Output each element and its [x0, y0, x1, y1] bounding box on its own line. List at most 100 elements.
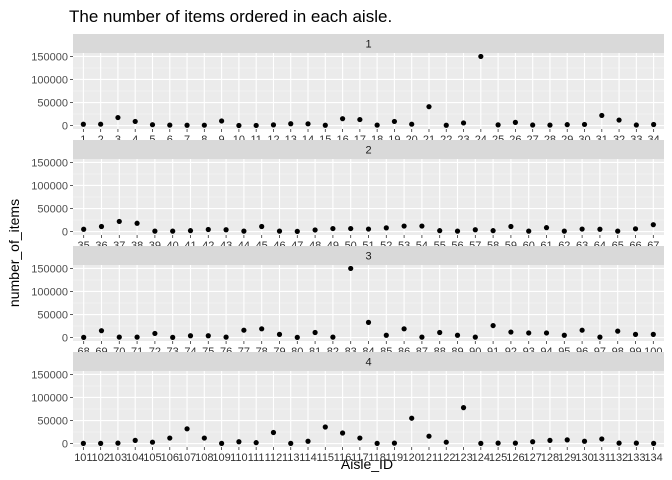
data-point — [454, 332, 461, 338]
y-axis-title: number_of_items — [6, 199, 22, 307]
data-point — [437, 329, 443, 336]
data-point — [581, 121, 588, 128]
x-tick-label: 123 — [454, 452, 472, 464]
data-point — [547, 437, 553, 443]
x-tick-label: 117 — [351, 452, 369, 464]
data-point — [437, 228, 443, 234]
data-point — [526, 228, 532, 234]
x-tick-label: 132 — [610, 452, 628, 464]
data-point — [357, 116, 363, 123]
x-tick-label: 125 — [489, 452, 507, 464]
x-tick-label: 118 — [368, 452, 386, 464]
data-point — [426, 433, 432, 439]
x-tick-label: 127 — [523, 452, 541, 464]
data-point — [98, 223, 105, 230]
data-point — [115, 114, 121, 121]
x-tick-label: 128 — [541, 452, 559, 464]
data-point — [184, 426, 190, 432]
data-point — [276, 331, 283, 337]
x-tick-label: 105 — [143, 452, 161, 464]
y-tick-label: 150000 — [31, 157, 68, 169]
data-point — [632, 226, 639, 232]
x-tick-label: 111 — [248, 452, 265, 464]
data-point — [322, 424, 328, 430]
data-point — [365, 226, 372, 232]
data-point — [253, 440, 259, 446]
data-point — [650, 331, 656, 337]
data-point — [322, 122, 328, 128]
y-tick-label: 0 — [62, 227, 68, 239]
data-point — [294, 334, 300, 340]
x-tick-label: 109 — [212, 452, 230, 464]
x-tick-label: 103 — [109, 452, 127, 464]
facet-4: 4 0 50000 100000 150000 101102103104105106107… — [31, 352, 664, 464]
data-point — [348, 265, 354, 272]
x-tick-label: 114 — [299, 452, 317, 464]
y-tick-label: 150000 — [31, 263, 68, 275]
data-point — [419, 334, 425, 340]
data-point — [81, 226, 87, 232]
y-tick-label: 50000 — [37, 204, 68, 216]
data-point — [374, 440, 380, 446]
data-point — [478, 440, 484, 446]
data-point — [132, 118, 138, 125]
data-point — [205, 333, 211, 339]
data-point — [443, 439, 449, 445]
data-point — [241, 327, 247, 333]
data-point — [134, 220, 140, 226]
x-tick-label: 108 — [195, 452, 213, 464]
y-tick-label: 100000 — [31, 392, 68, 404]
data-point — [98, 328, 105, 334]
data-point — [495, 440, 501, 446]
data-point — [312, 227, 318, 233]
data-point — [564, 437, 570, 443]
data-point — [170, 334, 176, 340]
data-point — [512, 440, 518, 446]
data-point — [81, 334, 87, 340]
data-point — [236, 122, 242, 129]
data-point — [633, 122, 639, 128]
data-point — [490, 228, 496, 234]
facet-strip-label: 2 — [365, 145, 371, 157]
y-tick-label: 50000 — [37, 416, 68, 428]
x-tick-label: 110 — [230, 452, 248, 464]
x-axis-title: Aisle_ID — [341, 456, 393, 472]
facet-strip — [73, 246, 664, 265]
data-point — [167, 435, 173, 441]
data-point — [401, 326, 407, 332]
x-tick-label: 134 — [644, 452, 662, 464]
data-point — [80, 121, 86, 127]
data-point — [651, 440, 657, 446]
data-point — [152, 330, 158, 337]
y-tick-label: 100000 — [31, 180, 68, 192]
data-point — [205, 226, 211, 233]
data-point — [490, 322, 496, 329]
data-point — [365, 319, 372, 325]
x-tick-label: 115 — [317, 452, 335, 464]
data-point — [564, 122, 570, 128]
data-point — [409, 121, 415, 127]
data-point — [288, 440, 294, 446]
data-point — [615, 228, 621, 234]
x-tick-label: 131 — [593, 452, 611, 464]
data-point — [270, 429, 277, 436]
data-point — [288, 121, 294, 127]
x-tick-label: 113 — [282, 452, 300, 464]
y-tick-label: 150000 — [31, 51, 68, 63]
data-point — [383, 332, 389, 338]
data-point — [167, 122, 173, 128]
data-point — [223, 227, 229, 233]
data-point — [219, 440, 225, 446]
data-point — [223, 334, 229, 340]
data-point — [426, 104, 432, 110]
x-tick-label: 112 — [265, 452, 283, 464]
data-point — [616, 117, 622, 123]
data-point — [472, 227, 478, 233]
data-point — [276, 228, 283, 234]
y-tick-label: 50000 — [37, 98, 68, 110]
data-point — [472, 334, 478, 340]
data-point — [409, 415, 415, 421]
data-point — [547, 122, 553, 128]
data-point — [454, 228, 461, 234]
data-point — [633, 440, 639, 446]
